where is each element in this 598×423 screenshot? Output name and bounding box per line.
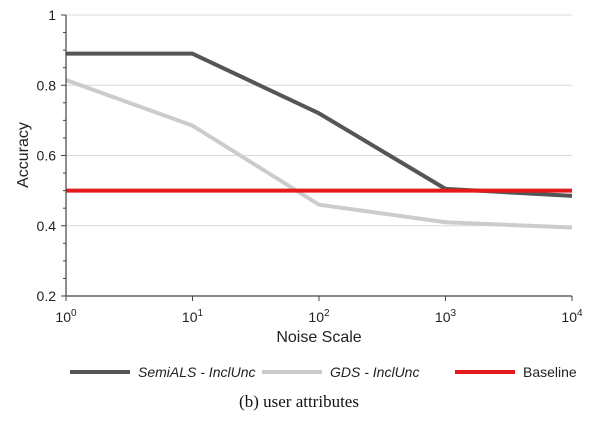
series-line-1 <box>65 78 573 230</box>
legend-label-1: GDS - InclUnc <box>330 364 419 380</box>
x-tick-label: 100 <box>55 308 77 325</box>
x-tick-base: 10 <box>308 309 324 325</box>
series-lines <box>65 51 573 230</box>
x-tick-base: 10 <box>561 309 577 325</box>
legend-label-2: Baseline <box>523 364 577 380</box>
gridlines <box>61 14 572 297</box>
figure-caption: (b) user attributes <box>239 392 359 411</box>
y-tick-label: 0.4 <box>37 218 57 234</box>
x-tick-exponent: 3 <box>451 308 457 319</box>
series-line-0 <box>66 51 573 198</box>
x-tick-label: 102 <box>308 308 330 325</box>
x-axis-tick-labels: 100 101 102 103 104 <box>55 296 583 325</box>
y-tick-label: 0.8 <box>37 77 57 93</box>
x-tick-base: 10 <box>182 309 198 325</box>
x-tick-base: 10 <box>435 309 451 325</box>
x-tick-label: 104 <box>561 308 583 325</box>
x-tick-label: 101 <box>182 308 204 325</box>
y-tick-label: 1 <box>48 7 56 23</box>
x-tick-exponent: 0 <box>71 308 77 319</box>
x-axis-label: Noise Scale <box>276 329 361 346</box>
legend: SemiALS - InclUnc GDS - InclUnc Baseline <box>70 364 577 380</box>
y-tick-label: 0.6 <box>37 148 57 164</box>
x-tick-base: 10 <box>55 309 71 325</box>
y-axis-tick-labels: 0.2 0.4 0.6 0.8 1 <box>37 7 57 304</box>
legend-label-0: SemiALS - InclUnc <box>138 364 255 380</box>
y-tick-label: 0.2 <box>37 288 57 304</box>
x-tick-exponent: 2 <box>324 308 330 319</box>
x-tick-exponent: 1 <box>198 308 204 319</box>
x-tick-label: 103 <box>435 308 457 325</box>
x-tick-exponent: 4 <box>577 308 583 319</box>
y-axis-label: Accuracy <box>15 122 32 188</box>
